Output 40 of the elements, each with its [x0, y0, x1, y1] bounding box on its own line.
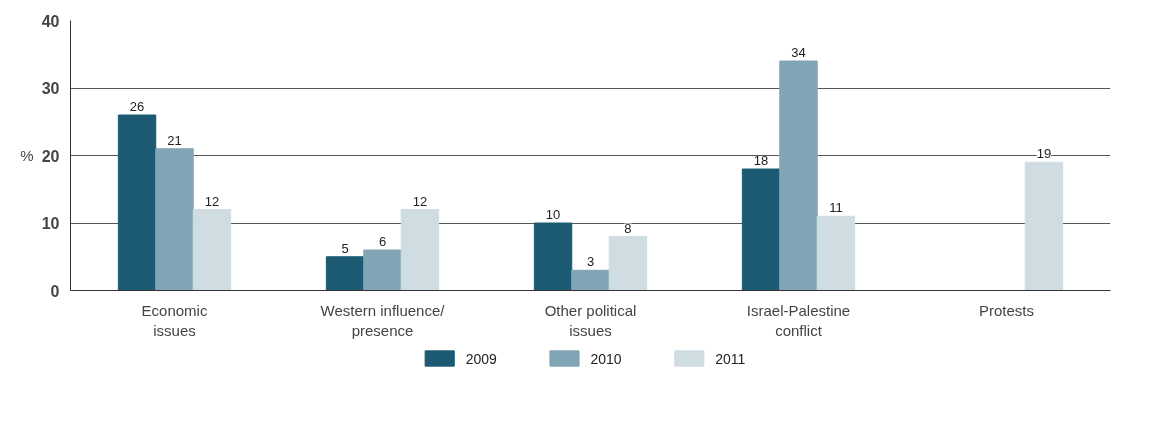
bar	[741, 168, 781, 291]
data-label: 11	[829, 200, 843, 216]
x-tick-label: Western influence/ presence	[320, 301, 446, 339]
legend-label: 2010	[590, 350, 622, 367]
bar	[533, 222, 573, 291]
bar	[325, 256, 365, 291]
data-label: 8	[624, 220, 632, 236]
x-tick-label: Other political issues	[544, 301, 637, 339]
x-tick-label: Israel-Palestine conflict	[746, 301, 851, 339]
x-tick-label: Protests	[978, 301, 1035, 319]
data-label: 34	[791, 45, 806, 60]
bar	[779, 60, 818, 291]
bar	[117, 114, 157, 291]
data-label: 18	[753, 153, 769, 168]
bar	[571, 269, 610, 291]
data-label: 6	[378, 234, 387, 249]
y-tick-label: 30	[41, 80, 60, 97]
bar	[1024, 161, 1064, 291]
bar	[608, 236, 648, 291]
data-label: 26	[129, 99, 145, 114]
bar	[155, 148, 194, 291]
data-label: 21	[167, 132, 182, 148]
data-label: 12	[204, 193, 220, 209]
y-axis-title: %	[20, 147, 34, 164]
y-tick-label: 10	[41, 215, 60, 232]
bar	[363, 249, 402, 291]
x-tick-label: Economic issues	[141, 301, 208, 339]
data-label: 5	[341, 240, 349, 256]
data-label: 3	[586, 254, 595, 270]
y-tick-label: 40	[41, 12, 60, 30]
legend-label: 2011	[715, 350, 746, 367]
bar	[400, 209, 440, 291]
data-label: 12	[412, 193, 428, 209]
data-label: 19	[1036, 146, 1052, 162]
bar	[192, 209, 232, 291]
data-label: 10	[545, 207, 561, 222]
y-tick-label: 0	[50, 282, 60, 300]
legend-label: 2009	[465, 350, 498, 367]
bar	[816, 215, 856, 291]
y-tick-label: 20	[41, 147, 60, 165]
